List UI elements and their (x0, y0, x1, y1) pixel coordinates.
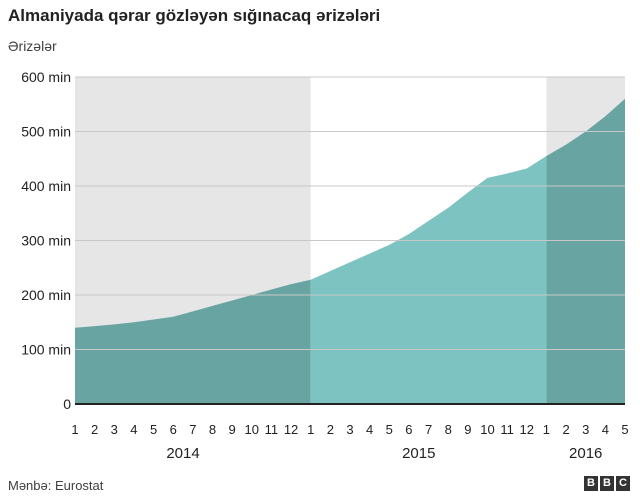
logo-letter: B (600, 476, 614, 491)
x-tick-label: 5 (386, 422, 393, 437)
x-tick-label: 7 (425, 422, 432, 437)
bbc-logo: B B C (584, 476, 630, 491)
y-axis-label: Ərizələr (8, 38, 57, 54)
x-tick-label: 1 (71, 422, 78, 437)
x-tick-label: 12 (520, 422, 534, 437)
area-segment-2015 (310, 156, 547, 404)
area-chart: 0 100 min 200 min 300 min 400 min 500 min 600 … (21, 69, 628, 462)
x-tick-label: 6 (170, 422, 177, 437)
x-tick-label: 1 (543, 422, 550, 437)
x-tick-label: 10 (480, 422, 494, 437)
x-tick-label: 11 (500, 422, 514, 437)
y-tick-label: 300 min (21, 233, 71, 249)
x-tick-label: 9 (464, 422, 471, 437)
area-segment-2014 (75, 279, 311, 404)
x-tick-label: 2 (562, 422, 569, 437)
y-tick-label: 200 min (21, 287, 71, 303)
logo-letter: C (616, 476, 630, 491)
x-tick-label: 9 (229, 422, 236, 437)
x-tick-label: 11 (265, 422, 279, 437)
x-tick-label: 4 (602, 422, 609, 437)
x-tick-label: 1 (307, 422, 314, 437)
year-label: 2015 (402, 445, 435, 462)
y-tick-label: 600 min (21, 69, 71, 85)
x-tick-label: 12 (284, 422, 298, 437)
year-label: 2016 (569, 445, 602, 462)
x-tick-label: 7 (189, 422, 196, 437)
x-tick-label: 3 (111, 422, 118, 437)
y-tick-label: 500 min (21, 124, 71, 140)
area-segment-2016 (546, 98, 625, 405)
x-tick-label: 5 (150, 422, 157, 437)
y-tick-label: 400 min (21, 178, 71, 194)
x-tick-label: 6 (405, 422, 412, 437)
y-tick-label: 0 (63, 396, 71, 412)
source-note: Mənbə: Eurostat (8, 478, 104, 493)
x-tick-label: 4 (130, 422, 137, 437)
chart-title: Almaniyada qərar gözləyən sığınacaq əriz… (8, 6, 381, 25)
x-tick-label: 10 (245, 422, 259, 437)
year-label: 2014 (166, 445, 199, 462)
x-tick-label: 8 (445, 422, 452, 437)
x-tick-label: 5 (621, 422, 628, 437)
x-tick-label: 3 (346, 422, 353, 437)
x-tick-label: 3 (582, 422, 589, 437)
logo-letter: B (584, 476, 598, 491)
x-tick-label: 4 (366, 422, 373, 437)
x-tick-label: 8 (209, 422, 216, 437)
x-tick-label: 2 (91, 422, 98, 437)
x-tick-label: 2 (327, 422, 334, 437)
y-tick-label: 100 min (21, 342, 71, 358)
